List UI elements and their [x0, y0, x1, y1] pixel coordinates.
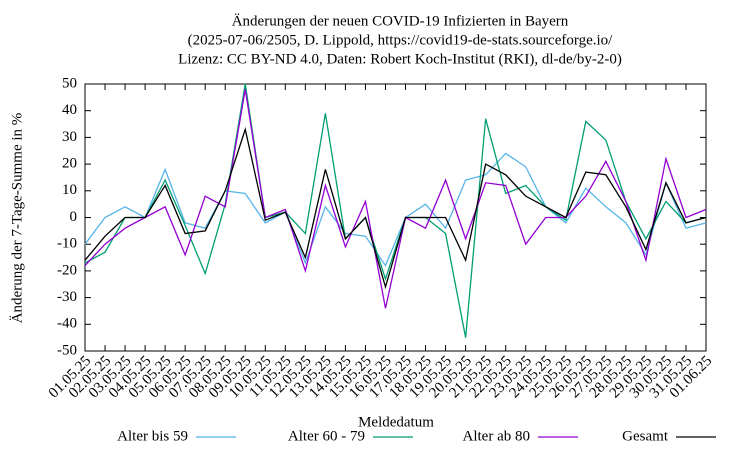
y-axis-label: Änderung der 7-Tage-Summe in %	[8, 113, 25, 324]
chart-title: Lizenz: CC BY-ND 4.0, Daten: Robert Koch…	[178, 51, 622, 67]
x-axis-label: Meldedatum	[358, 414, 434, 430]
series-line	[84, 152, 707, 267]
chart-title: (2025-07-06/2505, D. Lippold, https://co…	[188, 32, 613, 48]
y-tick-label: 50	[62, 75, 77, 91]
legend-label: Alter bis 59	[117, 428, 188, 444]
series-line	[84, 89, 707, 309]
y-tick-label: -40	[57, 316, 77, 332]
series-line	[84, 126, 707, 290]
legend-label: Alter ab 80	[463, 428, 530, 444]
chart-title: Änderungen der neuen COVID-19 Infizierte…	[232, 12, 569, 29]
y-tick-label: 20	[62, 156, 77, 172]
legend-label: Gesamt	[622, 428, 669, 444]
y-tick-label: -20	[57, 262, 77, 278]
y-tick-label: 30	[62, 129, 77, 145]
y-tick-label: -30	[57, 289, 77, 305]
y-tick-label: 40	[62, 102, 77, 118]
y-tick-label: 10	[62, 182, 77, 198]
legend-label: Alter 60 - 79	[288, 428, 365, 444]
y-tick-label: -10	[57, 236, 77, 252]
y-tick-label: -50	[57, 342, 77, 358]
series-line	[84, 83, 707, 338]
y-tick-label: 0	[70, 209, 78, 225]
